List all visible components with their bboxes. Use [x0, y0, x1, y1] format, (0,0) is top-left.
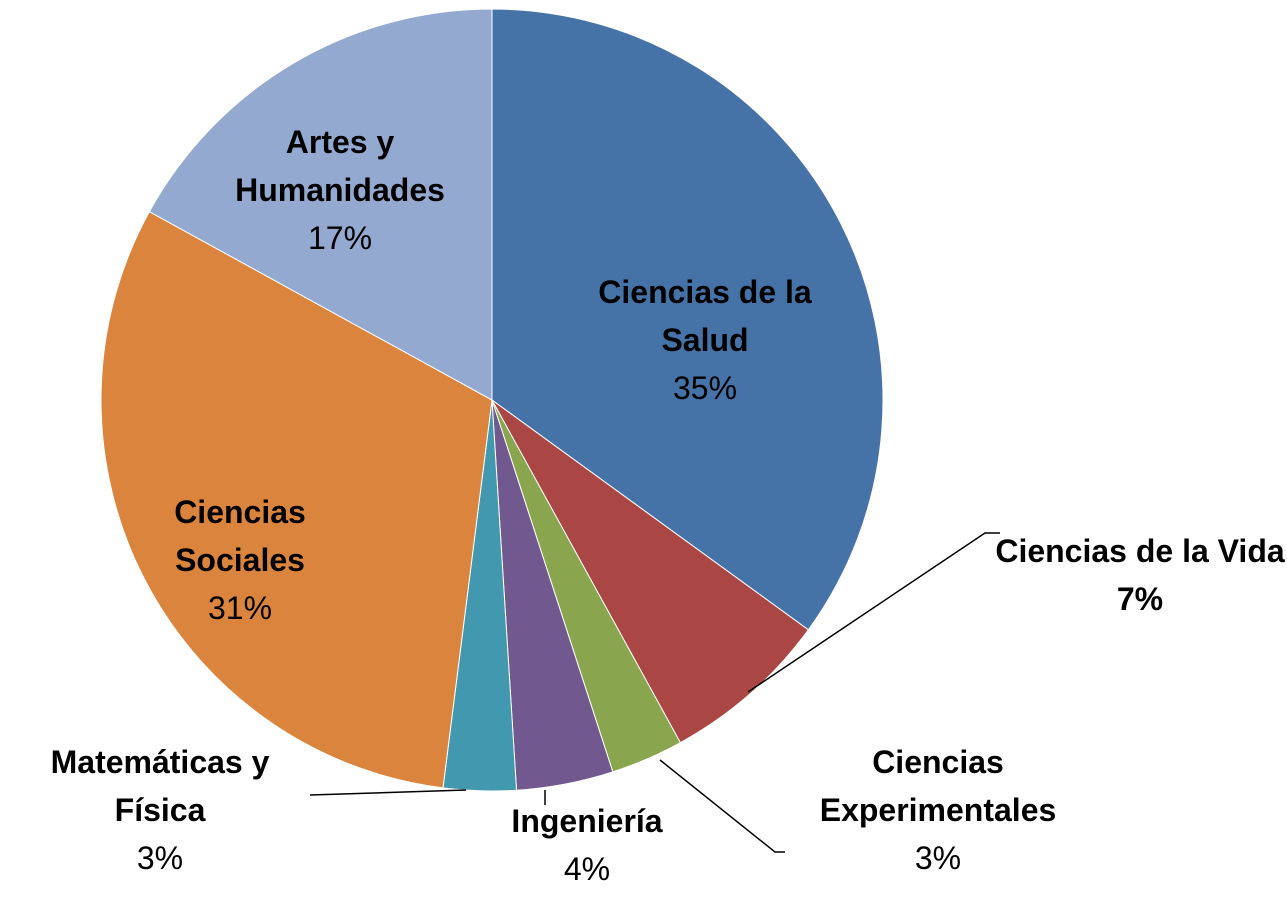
- pie-slice: [148, 8, 493, 401]
- pie-slice: [491, 399, 810, 744]
- pie-slice: [100, 210, 493, 789]
- data-label: Ingeniería 4%: [437, 797, 737, 893]
- category-label: Ingeniería: [511, 803, 663, 839]
- data-label: Matemáticas y Física 3%: [25, 738, 295, 882]
- value-label: 35%: [672, 370, 738, 406]
- data-label: Artes y Humanidades 17%: [210, 118, 470, 262]
- value-label: 3%: [914, 840, 962, 876]
- leader-line: [747, 532, 1000, 693]
- value-label: 31%: [207, 590, 273, 626]
- leader-lines: [309, 532, 1000, 853]
- category-label: Ciencias Experimentales: [819, 744, 1057, 828]
- value-label: 7%: [1116, 581, 1164, 617]
- leader-line: [659, 759, 785, 853]
- category-label: Ciencias de la Salud: [598, 274, 812, 358]
- leader-line: [309, 789, 467, 796]
- category-label: Artes y Humanidades: [235, 124, 445, 208]
- data-label: Ciencias Sociales 31%: [130, 488, 350, 632]
- pie: [100, 8, 884, 792]
- pie-slice: [491, 8, 884, 631]
- category-label: Ciencias de la Vida: [995, 533, 1285, 569]
- value-label: 17%: [307, 220, 373, 256]
- data-label: Ciencias Experimentales 3%: [788, 738, 1088, 882]
- category-label: Matemáticas y Física: [50, 744, 270, 828]
- data-label: Ciencias de la Vida 7%: [995, 527, 1285, 623]
- category-label: Ciencias Sociales: [174, 494, 306, 578]
- data-label: Ciencias de la Salud 35%: [560, 268, 850, 412]
- value-label: 3%: [136, 840, 184, 876]
- value-label: 4%: [563, 851, 611, 887]
